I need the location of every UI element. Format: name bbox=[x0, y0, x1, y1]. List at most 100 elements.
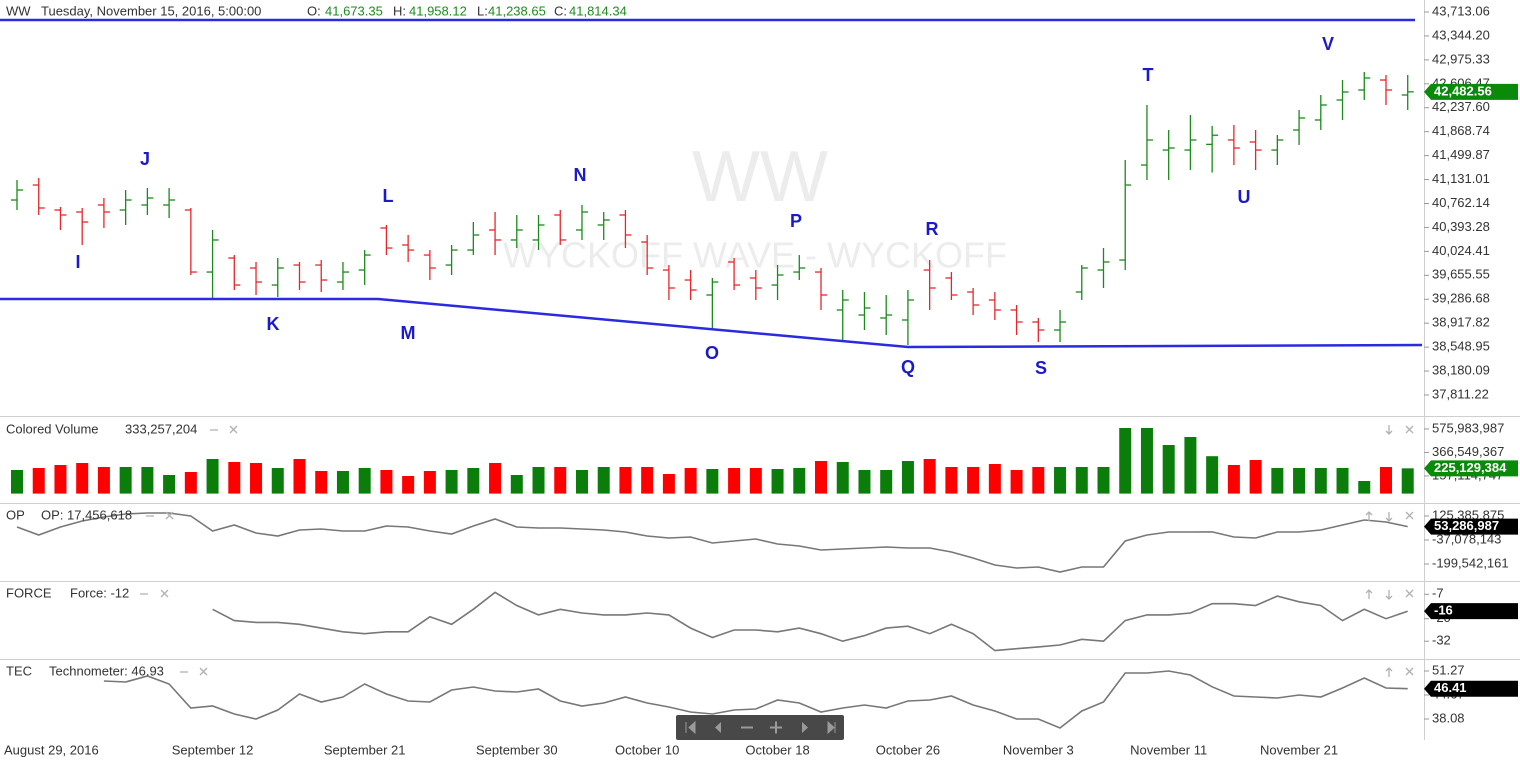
last-value-badge bbox=[1424, 460, 1518, 477]
volume-bar bbox=[336, 470, 349, 494]
volume-bar bbox=[163, 474, 176, 494]
volume-bar bbox=[1140, 427, 1153, 494]
volume-bar bbox=[684, 468, 697, 494]
nav-background bbox=[676, 715, 844, 740]
y-tick-label: 38,917.82 bbox=[1432, 315, 1490, 330]
volume-bar bbox=[184, 471, 197, 494]
nav-prev[interactable] bbox=[715, 722, 721, 733]
panel-controls[interactable] bbox=[180, 667, 208, 676]
panel-controls[interactable] bbox=[1365, 511, 1414, 522]
y-tick-label: -32 bbox=[1432, 633, 1451, 648]
wave-label: U bbox=[1238, 187, 1251, 207]
volume-bar bbox=[1162, 444, 1175, 494]
volume-bar bbox=[532, 466, 545, 494]
x-tick-label: October 18 bbox=[745, 742, 809, 757]
header-symbol: WW bbox=[6, 3, 31, 18]
volume-bar bbox=[1401, 468, 1414, 494]
x-tick-label: October 10 bbox=[615, 742, 679, 757]
header-field-label: L: bbox=[477, 3, 488, 18]
indicator-line bbox=[16, 512, 1408, 573]
x-tick-label: November 3 bbox=[1003, 742, 1074, 757]
panel-controls[interactable] bbox=[1385, 667, 1414, 677]
wave-label: Q bbox=[901, 357, 915, 377]
volume-bar bbox=[1379, 466, 1392, 494]
volume-bar bbox=[836, 461, 849, 494]
nav-next[interactable] bbox=[802, 722, 808, 733]
nav-first[interactable] bbox=[685, 720, 696, 735]
trend-line bbox=[0, 297, 1423, 349]
panel-controls[interactable] bbox=[210, 425, 238, 434]
y-tick-label: 575,983,987 bbox=[1432, 420, 1504, 435]
last-value-label: 225,129,384 bbox=[1434, 460, 1507, 475]
x-tick-label: November 11 bbox=[1130, 742, 1207, 757]
volume-bar bbox=[880, 469, 893, 494]
header-datetime: Tuesday, November 15, 2016, 5:00:00 bbox=[41, 3, 261, 18]
y-tick-label: -7 bbox=[1432, 586, 1444, 601]
header-field-value: 41,673.35 bbox=[325, 3, 383, 18]
y-tick-label: 366,549,367 bbox=[1432, 444, 1504, 459]
indicator-line bbox=[103, 670, 1408, 729]
volume-bar bbox=[423, 470, 436, 494]
volume-bar bbox=[271, 468, 284, 494]
panel-value: Technometer: 46.93 bbox=[49, 663, 164, 678]
volume-bar bbox=[489, 462, 502, 494]
y-tick-label: 38,180.09 bbox=[1432, 362, 1490, 377]
panel-controls[interactable] bbox=[1385, 425, 1414, 435]
panel-value: OP: 17,456,618 bbox=[41, 507, 132, 522]
volume-bar bbox=[923, 458, 936, 494]
y-tick-label: 37,811.22 bbox=[1432, 386, 1489, 401]
volume-bar bbox=[1358, 480, 1371, 494]
wave-label: T bbox=[1143, 65, 1154, 85]
volume-bar bbox=[1184, 436, 1197, 494]
panel-controls[interactable] bbox=[146, 511, 174, 520]
y-tick-label: 38,548.95 bbox=[1432, 339, 1490, 354]
volume-bar bbox=[967, 466, 980, 494]
panel-title: FORCE bbox=[6, 585, 52, 600]
wave-label: N bbox=[574, 165, 587, 185]
y-tick-label: 40,393.28 bbox=[1432, 219, 1490, 234]
indicator-line bbox=[212, 591, 1408, 652]
volume-bar bbox=[1054, 466, 1067, 494]
y-tick-label: 40,024.41 bbox=[1432, 243, 1490, 258]
volume-bar bbox=[32, 468, 45, 494]
navigation-bar[interactable] bbox=[676, 715, 844, 740]
volume-bar bbox=[250, 462, 263, 494]
watermark-text: WYCKOFF WAVE - WYCKOFF bbox=[503, 235, 1007, 276]
volume-bar bbox=[815, 460, 828, 494]
panel-controls[interactable] bbox=[1365, 589, 1414, 600]
y-tick-label: 41,868.74 bbox=[1432, 123, 1490, 138]
volume-bar bbox=[119, 466, 132, 494]
watermark-symbol: WW bbox=[692, 137, 828, 217]
x-tick-label: August 29, 2016 bbox=[4, 742, 99, 757]
y-tick-label: 40,762.14 bbox=[1432, 195, 1490, 210]
overlay: 43,713.0643,344.2042,975.3342,606.4742,2… bbox=[4, 3, 1518, 757]
panel-controls[interactable] bbox=[140, 589, 169, 598]
volume-bar bbox=[11, 469, 23, 494]
volume-bar bbox=[749, 468, 762, 494]
y-tick-label: 41,131.01 bbox=[1432, 171, 1490, 186]
header-field-label: C: bbox=[554, 3, 567, 18]
volume-bar bbox=[1249, 460, 1262, 494]
volume-bar bbox=[1097, 466, 1110, 494]
volume-bar bbox=[554, 466, 567, 494]
x-tick-label: November 21 bbox=[1260, 742, 1338, 757]
header-field-value: 41,238.65 bbox=[488, 3, 546, 18]
y-tick-label: 42,975.33 bbox=[1432, 51, 1490, 66]
nav-zoom-in[interactable] bbox=[770, 721, 782, 734]
last-value-label: 53,286,987 bbox=[1434, 518, 1499, 533]
wave-label: O bbox=[705, 343, 719, 363]
last-value-badge bbox=[1424, 83, 1518, 100]
wave-label: P bbox=[790, 211, 802, 231]
volume-bar bbox=[1075, 466, 1088, 494]
panel-title: OP bbox=[6, 507, 25, 522]
volume-bar bbox=[1119, 427, 1132, 494]
volume-bar bbox=[510, 474, 523, 494]
last-value-badge bbox=[1424, 680, 1518, 697]
wave-label: J bbox=[140, 149, 150, 169]
nav-last[interactable] bbox=[827, 720, 836, 735]
volume-bar bbox=[575, 469, 588, 494]
